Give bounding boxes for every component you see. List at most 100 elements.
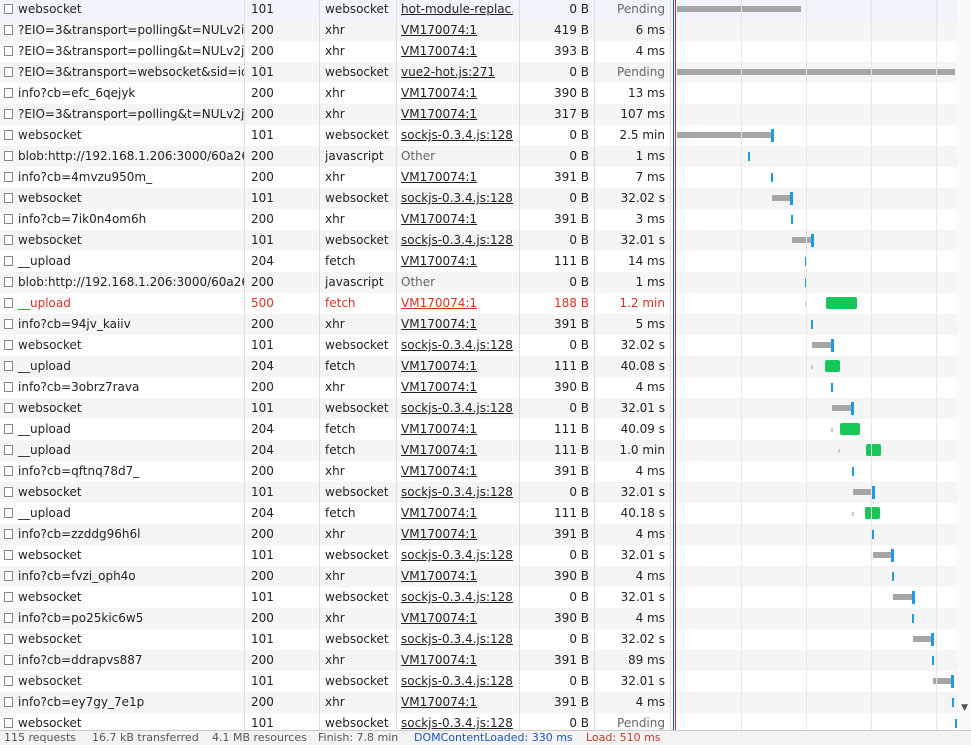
load-time: Load: 510 ms — [586, 731, 661, 744]
request-status: 200 — [251, 23, 274, 37]
request-row[interactable]: websocket 101 websocket sockjs-0.3.4.js:128… — [0, 482, 971, 503]
request-row[interactable]: info?cb=po25kic6w5 200 xhr VM170074:1 390 B 4… — [0, 608, 971, 629]
request-row[interactable]: __upload 204 fetch VM170074:1 111 B 1.0 min — [0, 440, 971, 461]
request-time: 40.18 s — [620, 506, 665, 520]
request-row[interactable]: websocket 101 websocket sockjs-0.3.4.js:128… — [0, 545, 971, 566]
request-name: websocket — [18, 548, 82, 562]
file-icon — [4, 235, 13, 245]
waterfall-bar — [951, 675, 954, 688]
request-initiator[interactable]: sockjs-0.3.4.js:1283 — [401, 632, 513, 646]
request-row[interactable]: __upload 204 fetch VM170074:1 111 B 40.18 s — [0, 503, 971, 524]
request-size: 391 B — [554, 695, 589, 709]
request-row[interactable]: websocket 101 websocket sockjs-0.3.4.js:128… — [0, 587, 971, 608]
request-initiator[interactable]: VM170074:1 — [401, 380, 478, 394]
request-row[interactable]: websocket 101 websocket hot-module-replac..… — [0, 0, 971, 20]
request-initiator[interactable]: VM170074:1 — [401, 506, 478, 520]
request-row[interactable]: websocket 101 websocket sockjs-0.3.4.js:128… — [0, 713, 971, 734]
request-row[interactable]: info?cb=efc_6qejyk 200 xhr VM170074:1 390 B 1… — [0, 83, 971, 104]
request-name: info?cb=ddrapvs887 — [18, 653, 143, 667]
waterfall-bar — [952, 698, 954, 707]
request-row[interactable]: websocket 101 websocket sockjs-0.3.4.js:128… — [0, 629, 971, 650]
request-initiator[interactable]: sockjs-0.3.4.js:1283 — [401, 548, 513, 562]
scrollbar[interactable]: ▼ — [957, 0, 971, 731]
request-initiator[interactable]: hot-module-replac... — [401, 2, 513, 16]
request-initiator[interactable]: VM170074:1 — [401, 527, 478, 541]
request-initiator[interactable]: VM170074:1 — [401, 212, 478, 226]
request-row[interactable]: info?cb=7ik0n4om6h 200 xhr VM170074:1 391 B 3… — [0, 209, 971, 230]
request-row[interactable]: websocket 101 websocket sockjs-0.3.4.js:128… — [0, 188, 971, 209]
request-initiator[interactable]: sockjs-0.3.4.js:1283 — [401, 674, 513, 688]
request-row[interactable]: __upload 204 fetch VM170074:1 111 B 40.08 s — [0, 356, 971, 377]
request-initiator[interactable]: vue2-hot.js:271 — [401, 65, 496, 79]
request-row[interactable]: info?cb=fvzi_oph4o 200 xhr VM170074:1 390 B 4… — [0, 566, 971, 587]
request-row[interactable]: websocket 101 websocket sockjs-0.3.4.js:128… — [0, 335, 971, 356]
request-row[interactable]: websocket 101 websocket sockjs-0.3.4.js:128… — [0, 671, 971, 692]
request-type: xhr — [325, 86, 345, 100]
request-row[interactable]: ?EIO=3&transport=websocket&sid=idJ... 101… — [0, 62, 971, 83]
waterfall-gridline — [806, 0, 807, 731]
request-row[interactable]: __upload 500 fetch VM170074:1 188 B 1.2 min — [0, 293, 971, 314]
request-row[interactable]: ?EIO=3&transport=polling&t=NULv2jV... 200… — [0, 104, 971, 125]
request-initiator[interactable]: VM170074:1 — [401, 569, 478, 583]
request-initiator[interactable]: VM170074:1 — [401, 464, 478, 478]
request-initiator[interactable]: sockjs-0.3.4.js:1283 — [401, 191, 513, 205]
request-status: 200 — [251, 170, 274, 184]
request-initiator[interactable]: VM170074:1 — [401, 695, 478, 709]
request-initiator[interactable]: VM170074:1 — [401, 359, 478, 373]
request-row[interactable]: websocket 101 websocket sockjs-0.3.4.js:128… — [0, 125, 971, 146]
request-row[interactable]: blob:http://192.168.1.206:3000/60a2602..… — [0, 146, 971, 167]
request-initiator[interactable]: VM170074:1 — [401, 653, 478, 667]
request-initiator[interactable]: VM170074:1 — [401, 170, 478, 184]
request-initiator[interactable]: VM170074:1 — [401, 611, 478, 625]
request-row[interactable]: blob:http://192.168.1.206:3000/60a2602..… — [0, 272, 971, 293]
request-type: xhr — [325, 527, 345, 541]
request-initiator[interactable]: sockjs-0.3.4.js:1283 — [401, 233, 513, 247]
request-size: 317 B — [554, 107, 589, 121]
request-row[interactable]: websocket 101 websocket sockjs-0.3.4.js:128… — [0, 230, 971, 251]
request-row[interactable]: info?cb=qftnq78d7_ 200 xhr VM170074:1 391 B 4… — [0, 461, 971, 482]
request-row[interactable]: websocket 101 websocket sockjs-0.3.4.js:128… — [0, 398, 971, 419]
request-initiator[interactable]: VM170074:1 — [401, 23, 478, 37]
request-size: 391 B — [554, 212, 589, 226]
file-icon — [4, 88, 13, 98]
scroll-down-arrow-icon[interactable]: ▼ — [961, 703, 968, 713]
request-row[interactable]: info?cb=94jv_kaiiv 200 xhr VM170074:1 391 B 5… — [0, 314, 971, 335]
file-icon — [4, 130, 13, 140]
request-row[interactable]: info?cb=zzddg96h6l 200 xhr VM170074:1 391 B 4… — [0, 524, 971, 545]
request-initiator[interactable]: VM170074:1 — [401, 86, 478, 100]
waterfall-bar — [677, 69, 955, 75]
request-initiator[interactable]: VM170074:1 — [401, 422, 478, 436]
request-row[interactable]: info?cb=3obrz7rava 200 xhr VM170074:1 390 B 4… — [0, 377, 971, 398]
request-row[interactable]: info?cb=4mvzu950m_ 200 xhr VM170074:1 391 B 7… — [0, 167, 971, 188]
request-row[interactable]: info?cb=ey7gy_7e1p 200 xhr VM170074:1 391 B 4… — [0, 692, 971, 713]
request-initiator[interactable]: VM170074:1 — [401, 443, 478, 457]
request-initiator[interactable]: sockjs-0.3.4.js:1283 — [401, 401, 513, 415]
request-row[interactable]: info?cb=ddrapvs887 200 xhr VM170074:1 391 B 8… — [0, 650, 971, 671]
request-size: 0 B — [569, 590, 589, 604]
request-row[interactable]: __upload 204 fetch VM170074:1 111 B 14 ms — [0, 251, 971, 272]
request-initiator[interactable]: sockjs-0.3.4.js:1283 — [401, 485, 513, 499]
request-time: 14 ms — [627, 254, 665, 268]
request-size: 111 B — [554, 359, 589, 373]
request-initiator[interactable]: VM170074:1 — [401, 296, 478, 310]
request-initiator[interactable]: VM170074:1 — [401, 254, 478, 268]
request-status: 101 — [251, 548, 274, 562]
request-row[interactable]: __upload 204 fetch VM170074:1 111 B 40.09 s — [0, 419, 971, 440]
request-initiator[interactable]: sockjs-0.3.4.js:1283 — [401, 338, 513, 352]
request-initiator[interactable]: VM170074:1 — [401, 107, 478, 121]
request-status: 200 — [251, 86, 274, 100]
request-initiator[interactable]: sockjs-0.3.4.js:1283 — [401, 128, 513, 142]
request-time: 32.02 s — [620, 191, 665, 205]
request-status: 200 — [251, 695, 274, 709]
request-row[interactable]: ?EIO=3&transport=polling&t=NULv2jK... 200… — [0, 41, 971, 62]
request-initiator[interactable]: VM170074:1 — [401, 317, 478, 331]
request-size: 390 B — [554, 569, 589, 583]
request-name: ?EIO=3&transport=polling&t=NULv2jK... — [18, 44, 244, 58]
request-row[interactable]: ?EIO=3&transport=polling&t=NULv2ir 200 xhr… — [0, 20, 971, 41]
request-name: ?EIO=3&transport=polling&t=NULv2jV... — [18, 107, 244, 121]
request-initiator[interactable]: sockjs-0.3.4.js:1283 — [401, 590, 513, 604]
request-initiator[interactable]: sockjs-0.3.4.js:1283 — [401, 716, 513, 730]
request-initiator[interactable]: VM170074:1 — [401, 44, 478, 58]
request-status: 200 — [251, 44, 274, 58]
file-icon — [4, 424, 13, 434]
